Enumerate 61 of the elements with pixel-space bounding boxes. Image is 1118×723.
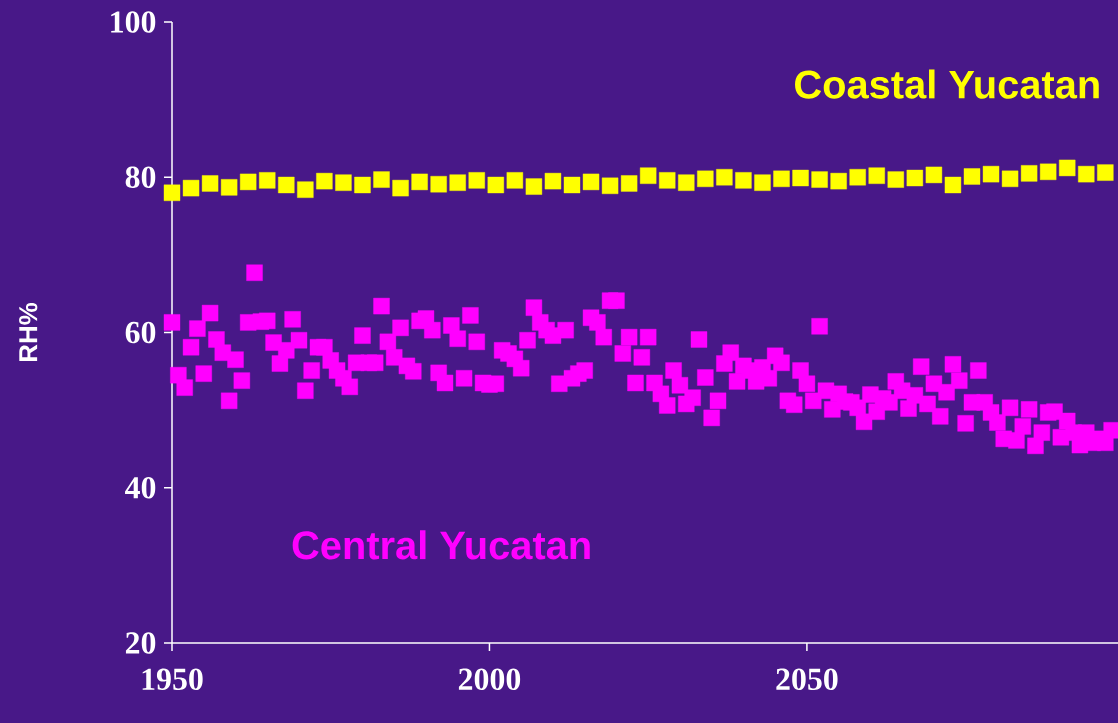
point: [620, 175, 638, 192]
point: [1039, 163, 1057, 181]
point: [1097, 164, 1114, 181]
point: [716, 169, 733, 186]
point: [449, 174, 466, 191]
point: [354, 176, 371, 194]
point: [525, 178, 543, 195]
point: [239, 173, 257, 191]
point: [944, 176, 962, 194]
point: [773, 170, 790, 187]
point: [582, 173, 600, 191]
point: [868, 167, 885, 184]
point: [182, 179, 200, 197]
point: [544, 172, 562, 190]
point: [830, 172, 847, 190]
y-axis-title: RH%: [19, 302, 38, 361]
point: [887, 171, 904, 188]
x-tick-label: 1950: [142, 668, 203, 691]
y-tick-label: 60: [125, 321, 156, 344]
y-tick-label: 40: [125, 476, 156, 499]
point: [601, 177, 619, 194]
y-tick-label: 80: [125, 166, 156, 188]
point: [963, 168, 981, 185]
point: [1059, 159, 1076, 177]
y-tick-label: 100: [111, 11, 156, 33]
point: [659, 172, 676, 189]
point: [163, 184, 181, 201]
x-tick-label: 2050: [776, 668, 838, 691]
point: [735, 172, 752, 189]
series-label: Coastal Yucatan: [795, 69, 1099, 99]
point: [754, 174, 771, 191]
point: [1078, 165, 1095, 183]
text: Central Yucatan: [292, 530, 590, 560]
point: [468, 172, 485, 189]
point: [925, 166, 943, 184]
point: [849, 169, 866, 186]
point: [487, 176, 504, 194]
point: [278, 176, 295, 194]
point: [906, 169, 924, 187]
point: [297, 181, 314, 198]
point: [220, 179, 238, 196]
x-tick-label: 2000: [458, 668, 521, 691]
point: [1001, 170, 1019, 187]
point: [506, 172, 524, 189]
point: [411, 173, 428, 191]
point: [563, 176, 581, 194]
point: [373, 171, 390, 188]
point: [1020, 165, 1038, 182]
point: [316, 172, 333, 190]
point: [201, 175, 219, 192]
point: [335, 174, 352, 191]
point: [697, 170, 714, 187]
point: [811, 171, 828, 188]
point: [259, 172, 276, 189]
point: [982, 165, 1000, 183]
point: [392, 179, 409, 197]
point: [678, 174, 695, 191]
y-tick-label: 20: [125, 632, 156, 654]
point: [430, 176, 447, 193]
point: [639, 167, 657, 184]
point: [792, 169, 809, 187]
